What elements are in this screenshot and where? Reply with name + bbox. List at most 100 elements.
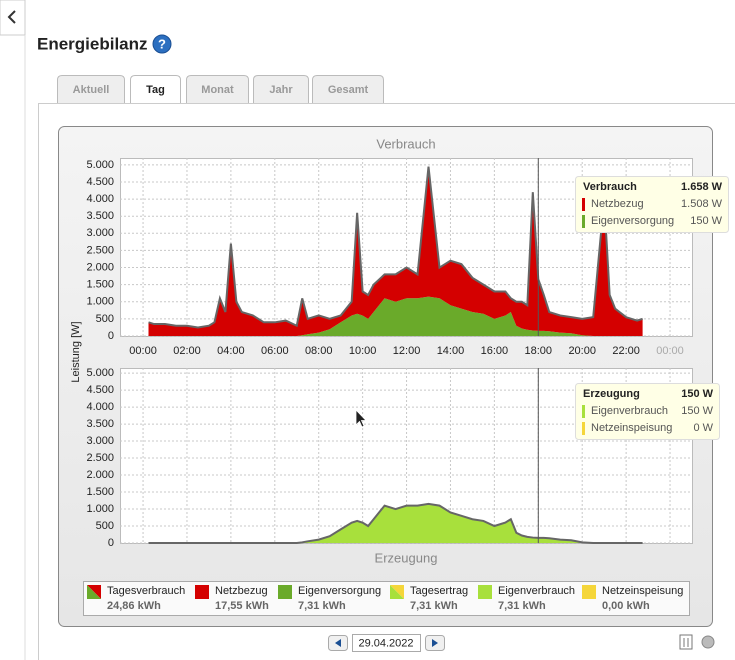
x-tick-label: 22:00: [612, 345, 640, 357]
y-tick-label: 1.000: [86, 296, 114, 308]
y-tick-label: 4.500: [86, 176, 114, 188]
y-tick-label: 500: [96, 313, 114, 325]
back-button[interactable]: [0, 0, 26, 36]
charts: Verbrauch 00:00 02:00 04:00 06:00 08:00 10:00 1…: [70, 136, 729, 565]
y-tick-label: 2.000: [86, 469, 114, 481]
x-tick-label: 00:00: [656, 345, 684, 357]
y-tick-label: 1.500: [86, 279, 114, 291]
y-tick-label: 5.000: [86, 367, 114, 379]
tooltip-total: 1.658 W: [681, 181, 723, 193]
total-line: [148, 502, 643, 544]
legend-name: Netzeinspeisung: [602, 585, 683, 597]
tab-label: Gesamt: [328, 84, 369, 96]
x-tick-label: 20:00: [568, 345, 596, 357]
x-tick-label: 18:00: [525, 345, 553, 357]
legend-name: Tagesverbrauch: [107, 585, 185, 597]
tooltip-title: Erzeugung: [583, 388, 640, 400]
y-tick-label: 3.000: [86, 227, 114, 239]
tab[interactable]: [253, 75, 309, 105]
x-tick-label: 14:00: [437, 345, 465, 357]
page-title: Energiebilanz: [37, 34, 148, 53]
y-tick-label: 2.500: [86, 244, 114, 256]
x-tick-label: 16:00: [481, 345, 509, 357]
y-tick-label: 4.000: [86, 193, 114, 205]
legend-value: 17,55 kWh: [215, 600, 269, 612]
next-icon: [432, 639, 438, 647]
legend-value: 7,31 kWh: [498, 600, 546, 612]
date-input[interactable]: [352, 634, 421, 652]
y-tick-label: 3.500: [86, 210, 114, 222]
legend-swatch: [390, 585, 404, 599]
y-tick-label: 4.000: [86, 401, 114, 413]
y-tick-label: 0: [108, 537, 114, 549]
y-tick-label: 3.000: [86, 435, 114, 447]
tooltip: [575, 383, 720, 440]
help-glyph: ?: [158, 36, 166, 51]
tab-label: Tag: [146, 84, 165, 96]
tooltip-name: Eigenverbrauch: [591, 405, 668, 417]
area: [148, 503, 643, 543]
y-tick-label: 1.000: [86, 503, 114, 515]
tab-label: Aktuell: [73, 84, 110, 96]
legend-name: Eigenverbrauch: [498, 585, 575, 597]
legend-value: 24,86 kWh: [107, 600, 161, 612]
legend-name: Tagesertrag: [410, 585, 468, 597]
tooltip-swatch: [582, 198, 585, 211]
x-tick-label: 12:00: [393, 345, 421, 357]
tooltip-title: Verbrauch: [583, 181, 637, 193]
x-tick-label: 10:00: [349, 345, 377, 357]
tab-label: Jahr: [269, 84, 293, 96]
legend-value: 7,31 kWh: [298, 600, 346, 612]
y-tick-label: 3.500: [86, 418, 114, 430]
legend-swatch: [278, 585, 292, 599]
tab[interactable]: [312, 75, 384, 105]
tooltip-total: 150 W: [681, 388, 713, 400]
tooltip-value: 150 W: [690, 215, 722, 227]
legend: Tagesverbrauch 24,86 kWh Netzbezug 17,55 kW…: [87, 585, 683, 612]
tab-bar: Aktuell Tag Monat Jahr Gesamt: [57, 75, 384, 105]
legend-swatch: [478, 585, 492, 599]
x-tick-label: 02:00: [173, 345, 201, 357]
mouse-pointer: [355, 409, 367, 428]
y-tick-label: 5.000: [86, 159, 114, 171]
x-tick-label: 00:00: [129, 345, 157, 357]
legend-value: 0,00 kWh: [602, 600, 650, 612]
y-tick-label: 2.500: [86, 452, 114, 464]
area: [148, 296, 643, 336]
tooltip-swatch: [582, 422, 585, 435]
tooltip-swatch: [582, 405, 585, 418]
legend-value: 7,31 kWh: [410, 600, 458, 612]
legend-swatch: [87, 585, 101, 599]
legend-name: Eigenversorgung: [298, 585, 381, 597]
chart-title: Verbrauch: [376, 136, 435, 151]
tooltip-name: Netzeinspeisung: [591, 422, 672, 434]
date-text: 29.04.2022: [358, 637, 413, 649]
tooltip-swatch: [582, 215, 585, 228]
chart-title: Erzeugung: [375, 550, 438, 565]
x-tick-label: 08:00: [305, 345, 333, 357]
tooltip-value: 0 W: [693, 422, 713, 434]
y-tick-label: 2.000: [86, 261, 114, 273]
prev-icon: [335, 639, 341, 647]
tooltip-value: 150 W: [681, 405, 713, 417]
y-axis-label: Leistung [W]: [70, 321, 82, 382]
tooltip: [575, 176, 729, 233]
tab[interactable]: [57, 75, 125, 105]
x-tick-label: 04:00: [217, 345, 245, 357]
back-icon: [7, 10, 16, 24]
legend-swatch: [582, 585, 596, 599]
legend-name: Netzbezug: [215, 585, 268, 597]
x-tick-label: 06:00: [261, 345, 289, 357]
y-tick-label: 0: [108, 330, 114, 342]
tooltip-name: Netzbezug: [591, 198, 644, 210]
tab[interactable]: [130, 75, 181, 105]
help-icon[interactable]: [152, 34, 172, 54]
export-icon[interactable]: [679, 634, 693, 650]
total-line: [148, 166, 643, 329]
settings-icon[interactable]: [701, 635, 715, 649]
tab-label: Monat: [201, 84, 234, 96]
tab[interactable]: [186, 75, 249, 105]
tooltip-name: Eigenversorgung: [591, 215, 674, 227]
legend-swatch: [195, 585, 209, 599]
y-tick-label: 1.500: [86, 486, 114, 498]
